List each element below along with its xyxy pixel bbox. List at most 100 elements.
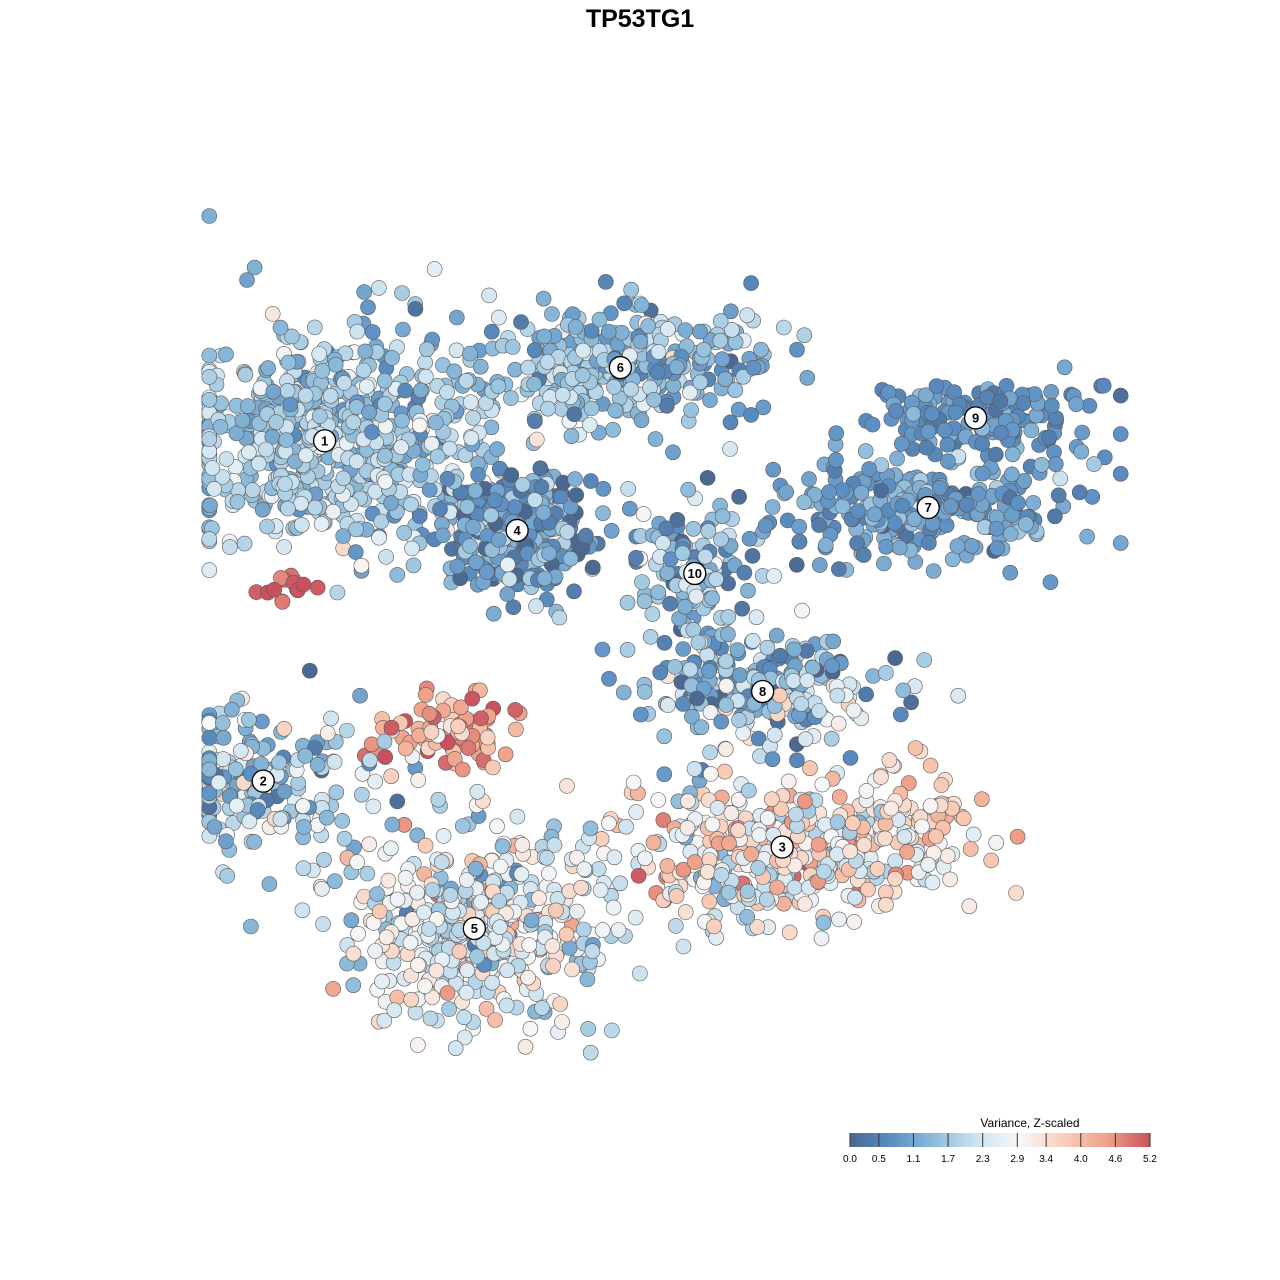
cell-point [942,498,959,514]
cell-point [831,911,847,928]
cell-point [810,836,827,853]
cell-point [816,863,832,880]
cell-point [271,754,287,771]
cell-point [492,919,508,936]
cell-point [237,366,254,383]
cell-point [659,564,676,581]
cell-point [933,777,950,793]
cell-point [861,461,877,477]
cell-point [339,722,355,739]
cell-point [540,400,556,417]
cell-point [458,373,475,389]
cell-point [918,387,934,404]
cluster-label-badge [683,561,707,586]
cell-point [928,828,944,845]
cell-point [600,323,617,340]
cell-point [467,482,484,499]
cell-point [448,342,465,359]
cell-point [601,815,617,832]
cell-point [699,470,716,486]
cell-point [796,494,813,511]
cell-point [414,456,431,473]
cell-point [900,775,917,791]
cell-point [675,641,692,657]
cell-point [675,938,692,955]
cell-point [441,1001,457,1017]
cell-point [439,985,456,1001]
cell-point [714,351,731,368]
cell-point [376,733,393,750]
cell-point [459,498,476,515]
cell-point [1112,387,1129,404]
cell-point [218,833,234,850]
cell-point [383,495,399,511]
cell-point [417,687,434,703]
cluster-label-badge [770,835,794,859]
cell-point [219,868,236,884]
cell-point [585,559,601,576]
cell-point [744,632,761,649]
cell-point [224,701,240,718]
cluster-label-badge [751,679,775,704]
cell-point [377,447,393,464]
cell-point [727,382,744,398]
cell-point [793,696,810,712]
cell-point [567,319,584,335]
cell-point [369,886,385,902]
cell-point [430,791,447,808]
cell-point [367,773,384,790]
cell-point [679,820,696,836]
cell-point [228,425,245,442]
cell-point [701,893,718,910]
cell-point [441,440,458,457]
cell-point [724,321,740,338]
cell-point [876,555,892,572]
cell-point [1044,397,1060,414]
cell-point [559,778,575,794]
cell-point [606,849,623,866]
cell-point [974,465,991,482]
cell-point [667,918,684,934]
cluster-label-text: 2 [260,774,267,789]
cell-point [410,957,426,973]
cell-point [461,538,478,554]
cell-point [605,421,621,438]
cell-point [416,904,432,921]
cell-point [689,690,705,707]
cell-point [513,866,530,883]
cell-point [459,962,476,979]
cell-point [328,784,345,801]
cell-point [485,605,502,622]
cell-point [817,537,834,553]
cell-point [1071,484,1088,501]
cell-point [489,441,505,457]
cell-point [634,574,650,590]
cell-point [979,389,995,406]
colorbar-tick-label: 3.4 [1039,1154,1053,1165]
cell-point [628,549,644,566]
cell-point [498,997,515,1014]
cell-point [780,773,797,790]
cell-point [772,647,789,664]
cell-point [688,588,705,605]
cell-point [254,501,271,518]
cell-point [650,792,667,808]
cell-point [531,890,547,906]
cell-point [483,323,500,340]
cell-point [623,381,639,398]
cell-point [942,871,958,888]
cell-point [1074,424,1090,441]
cell-point [1112,426,1129,442]
cell-point [637,850,653,867]
cell-point [201,531,218,547]
cell-point [788,556,805,573]
cell-point [228,761,244,778]
cell-point [280,500,296,517]
cell-point [469,948,485,965]
cell-point [378,929,395,946]
cell-point [364,424,380,440]
cell-point [993,424,1009,441]
cell-point [743,275,759,291]
cell-point [260,360,276,376]
cell-point [204,460,221,476]
